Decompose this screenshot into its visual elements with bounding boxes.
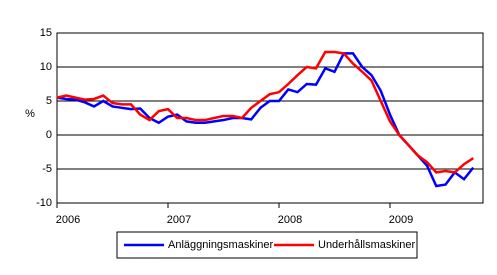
legend-label: Anläggningsmaskiner	[168, 239, 274, 251]
x-tick-label: 2009	[389, 214, 413, 226]
y-tick-label: 10	[40, 61, 52, 73]
series-line	[56, 52, 475, 188]
legend	[116, 231, 418, 259]
x-tick-label: 2008	[278, 214, 302, 226]
y-tick-label: -10	[36, 197, 52, 209]
y-tick-label: 15	[40, 27, 52, 39]
y-axis-label: %	[25, 108, 35, 120]
x-tick-label: 2007	[167, 214, 191, 226]
y-tick-label: 0	[46, 129, 52, 141]
y-tick-label: 5	[46, 95, 52, 107]
series-line	[56, 50, 474, 174]
x-tick-label: 2006	[56, 214, 80, 226]
plot-border	[56, 32, 484, 204]
y-tick-label: -5	[42, 163, 52, 175]
legend-label: Underhållsmaskiner	[318, 239, 416, 251]
